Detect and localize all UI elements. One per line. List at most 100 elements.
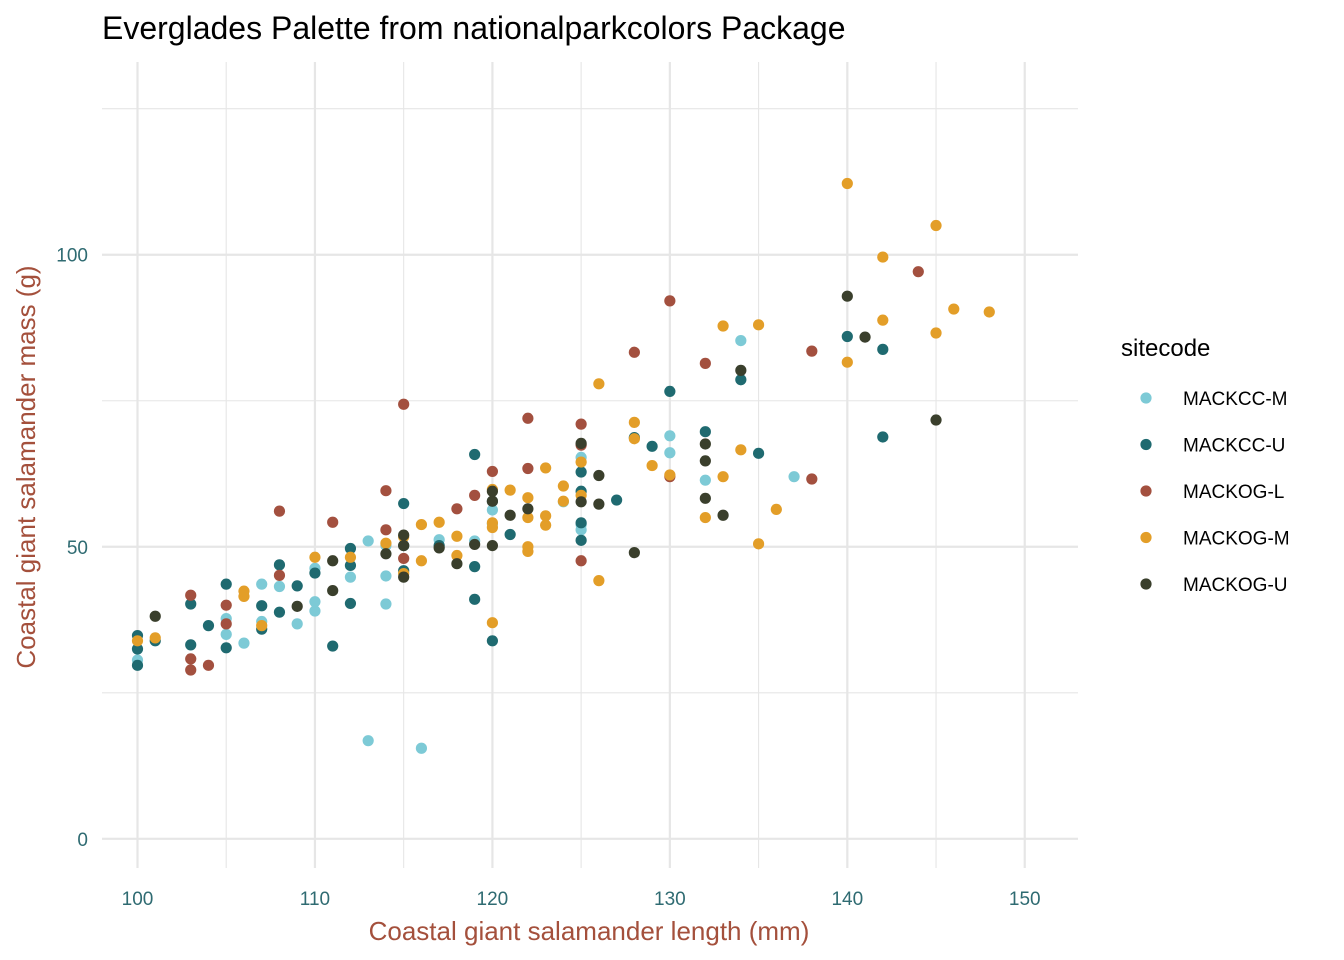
data-point: [664, 447, 676, 459]
data-point: [220, 642, 232, 654]
legend-label: MACKCC-U: [1183, 436, 1285, 457]
data-point: [344, 597, 357, 610]
data-point: [486, 485, 498, 497]
data-point: [841, 177, 853, 190]
data-point: [664, 385, 676, 398]
data-point: [309, 551, 321, 563]
legend-label: MACKCC-M: [1183, 389, 1288, 410]
y-tick-label: 0: [77, 830, 88, 851]
data-point: [131, 659, 144, 671]
legend: sitecode MACKCC-M MACKCC-U MACKOG-L MACKOG-…: [1121, 335, 1290, 596]
data-point: [593, 575, 605, 587]
data-point: [664, 295, 676, 307]
data-point: [752, 447, 765, 459]
data-point: [575, 555, 587, 567]
data-point: [238, 637, 250, 649]
data-point: [504, 509, 516, 521]
data-point: [149, 610, 161, 622]
data-point: [451, 503, 463, 515]
data-point: [611, 494, 623, 506]
data-point: [149, 632, 161, 644]
legend-title: sitecode: [1121, 335, 1210, 362]
data-point: [522, 492, 534, 504]
data-point: [752, 319, 765, 331]
data-point: [273, 559, 286, 571]
data-point: [735, 444, 747, 456]
data-point: [699, 438, 711, 450]
data-point: [220, 628, 232, 640]
data-point: [699, 357, 711, 369]
data-point: [522, 503, 534, 515]
data-point: [362, 535, 374, 547]
data-point: [628, 416, 640, 428]
data-point: [752, 538, 765, 550]
data-point: [327, 584, 339, 597]
chart-title: Everglades Palette from nationalparkcolo…: [102, 10, 846, 46]
data-point: [859, 331, 871, 343]
data-point: [735, 334, 747, 347]
legend-label: MACKOG-M: [1183, 529, 1290, 550]
data-point: [256, 620, 268, 632]
x-tick-label: 130: [654, 889, 686, 910]
data-point: [575, 496, 587, 508]
data-point: [806, 345, 818, 357]
data-point: [806, 473, 818, 485]
data-point: [469, 489, 481, 501]
data-point: [202, 620, 215, 632]
data-point: [309, 605, 321, 617]
data-point: [664, 430, 676, 442]
data-point: [504, 528, 516, 541]
data-point: [877, 343, 889, 355]
legend-key: [1140, 531, 1152, 544]
data-point: [575, 534, 587, 546]
major-gridlines: [102, 62, 1078, 868]
data-point: [469, 448, 481, 461]
x-axis-tick-labels: 100 110 120 130 140 150: [122, 889, 1041, 910]
data-point: [131, 635, 144, 647]
data-point: [309, 567, 321, 579]
data-point: [699, 426, 711, 438]
data-point: [557, 480, 569, 492]
data-point: [469, 561, 481, 573]
legend-label: MACKOG-U: [1183, 575, 1288, 596]
data-point: [185, 589, 197, 601]
data-point: [522, 545, 534, 558]
data-point: [593, 378, 605, 390]
data-point: [469, 593, 481, 605]
data-point: [344, 551, 357, 563]
data-point: [540, 510, 552, 522]
data-point: [930, 327, 942, 339]
data-point: [185, 639, 197, 651]
data-point: [291, 618, 303, 630]
data-point: [202, 659, 215, 671]
data-point: [699, 492, 711, 504]
data-point: [486, 540, 498, 552]
data-point: [273, 569, 286, 581]
x-tick-label: 110: [300, 889, 330, 910]
data-point: [522, 462, 534, 475]
legend-key: [1140, 578, 1152, 590]
data-point: [788, 471, 800, 483]
data-point: [362, 735, 374, 747]
data-point: [735, 364, 747, 376]
data-point: [380, 548, 392, 560]
data-point: [469, 538, 481, 551]
data-point: [575, 437, 587, 449]
data-point: [717, 471, 729, 483]
legend-key: [1140, 438, 1152, 451]
data-point: [522, 412, 534, 424]
data-point: [344, 542, 357, 555]
y-tick-label: 50: [67, 538, 88, 559]
data-point: [664, 469, 676, 481]
legend-label: MACKOG-L: [1183, 482, 1284, 503]
data-point: [380, 524, 392, 536]
legend-key: [1140, 392, 1152, 404]
data-point: [398, 540, 410, 552]
data-point: [309, 596, 321, 608]
data-point: [486, 617, 498, 629]
data-point: [238, 585, 250, 597]
data-point: [575, 517, 587, 529]
data-point: [433, 542, 445, 554]
data-point: [735, 374, 747, 386]
data-point: [717, 320, 729, 332]
